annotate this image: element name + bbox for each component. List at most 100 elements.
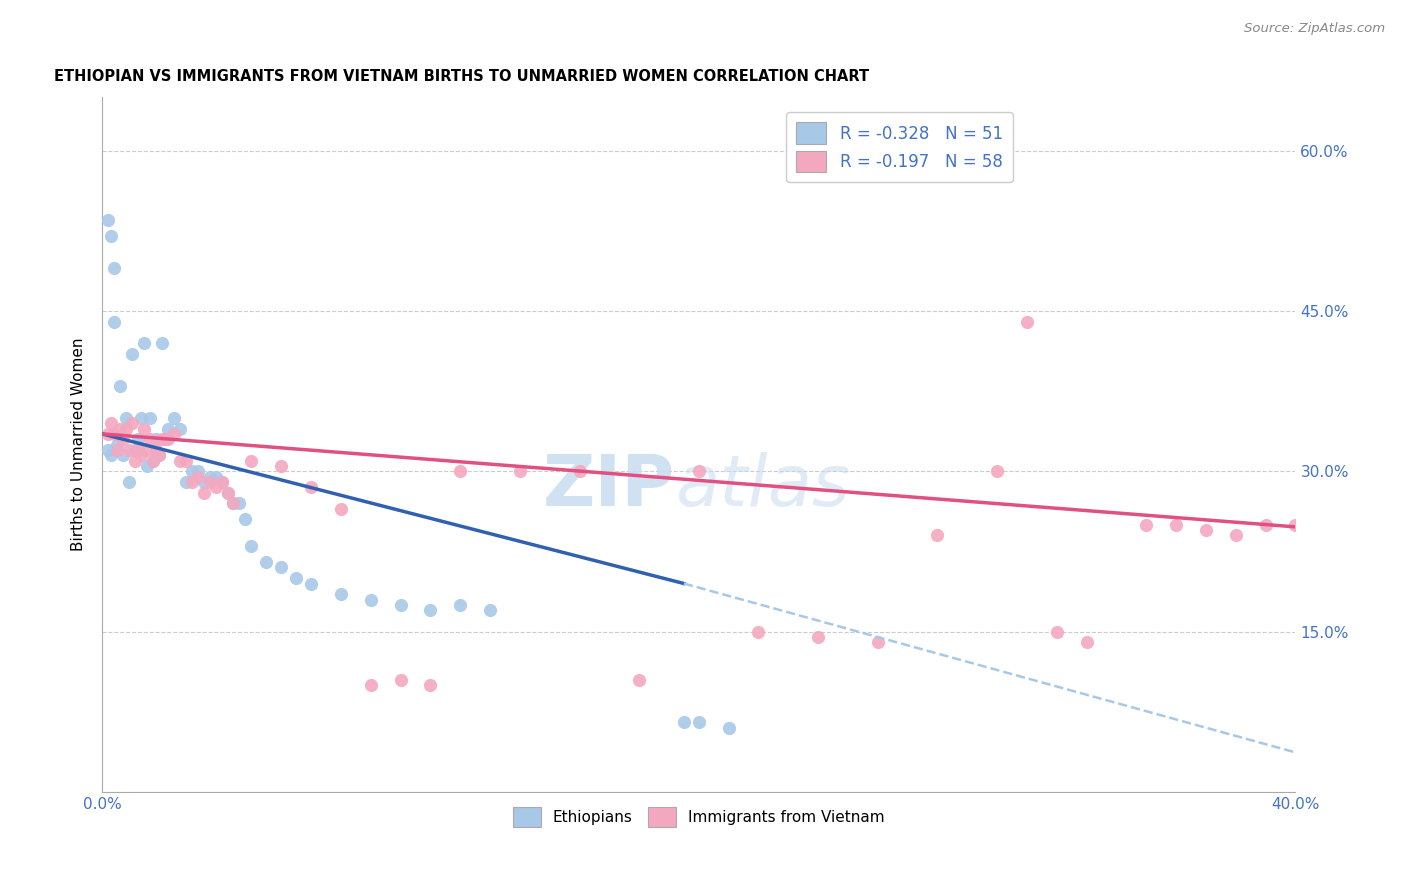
Point	[1284, 517, 1306, 532]
Point	[1166, 517, 1188, 532]
Point	[688, 715, 710, 730]
Point	[103, 315, 125, 329]
Point	[568, 464, 591, 478]
Point	[105, 437, 128, 451]
Point	[118, 442, 141, 457]
Point	[105, 442, 128, 457]
Point	[97, 213, 120, 227]
Point	[807, 630, 830, 644]
Point	[136, 458, 159, 473]
Point	[1135, 517, 1157, 532]
Point	[103, 261, 125, 276]
Point	[389, 598, 412, 612]
Point	[145, 432, 167, 446]
Point	[97, 442, 120, 457]
Point	[419, 603, 441, 617]
Point	[449, 598, 471, 612]
Point	[136, 442, 159, 457]
Legend: Ethiopians, Immigrants from Vietnam: Ethiopians, Immigrants from Vietnam	[508, 801, 890, 833]
Point	[927, 528, 949, 542]
Point	[124, 442, 146, 457]
Point	[148, 448, 170, 462]
Point	[479, 603, 502, 617]
Point	[121, 347, 143, 361]
Point	[299, 480, 322, 494]
Point	[112, 448, 135, 462]
Point	[688, 464, 710, 478]
Point	[100, 229, 122, 244]
Point	[866, 635, 889, 649]
Point	[112, 432, 135, 446]
Point	[217, 485, 239, 500]
Point	[211, 475, 233, 489]
Point	[285, 571, 308, 585]
Point	[163, 410, 186, 425]
Point	[169, 453, 191, 467]
Point	[1225, 528, 1247, 542]
Point	[129, 410, 152, 425]
Point	[1076, 635, 1098, 649]
Y-axis label: Births to Unmarried Women: Births to Unmarried Women	[72, 338, 86, 551]
Point	[127, 442, 149, 457]
Text: Source: ZipAtlas.com: Source: ZipAtlas.com	[1244, 22, 1385, 36]
Point	[329, 587, 352, 601]
Point	[174, 475, 197, 489]
Point	[235, 512, 257, 526]
Point	[148, 448, 170, 462]
Point	[270, 458, 292, 473]
Point	[100, 448, 122, 462]
Point	[1195, 523, 1218, 537]
Point	[360, 678, 382, 692]
Point	[509, 464, 531, 478]
Point	[156, 421, 179, 435]
Point	[115, 410, 138, 425]
Point	[628, 673, 651, 687]
Text: ETHIOPIAN VS IMMIGRANTS FROM VIETNAM BIRTHS TO UNMARRIED WOMEN CORRELATION CHART: ETHIOPIAN VS IMMIGRANTS FROM VIETNAM BIR…	[55, 69, 869, 84]
Point	[103, 426, 125, 441]
Point	[180, 464, 202, 478]
Point	[150, 336, 173, 351]
Point	[217, 485, 239, 500]
Point	[187, 469, 209, 483]
Point	[97, 426, 120, 441]
Point	[986, 464, 1008, 478]
Point	[180, 475, 202, 489]
Point	[198, 475, 221, 489]
Point	[108, 421, 131, 435]
Point	[142, 453, 165, 467]
Point	[211, 475, 233, 489]
Point	[132, 421, 155, 435]
Point	[142, 453, 165, 467]
Point	[118, 475, 141, 489]
Point	[1046, 624, 1069, 639]
Point	[139, 410, 162, 425]
Point	[153, 432, 176, 446]
Point	[222, 496, 245, 510]
Point	[121, 416, 143, 430]
Point	[329, 501, 352, 516]
Point	[254, 555, 277, 569]
Point	[270, 560, 292, 574]
Point	[139, 432, 162, 446]
Point	[449, 464, 471, 478]
Point	[100, 416, 122, 430]
Point	[127, 432, 149, 446]
Point	[174, 453, 197, 467]
Point	[163, 426, 186, 441]
Point	[193, 475, 215, 489]
Text: ZIP: ZIP	[543, 451, 675, 521]
Point	[1254, 517, 1277, 532]
Point	[145, 442, 167, 457]
Point	[153, 432, 176, 446]
Point	[169, 421, 191, 435]
Point	[228, 496, 250, 510]
Point	[222, 496, 245, 510]
Point	[115, 421, 138, 435]
Point	[124, 453, 146, 467]
Point	[672, 715, 695, 730]
Point	[187, 464, 209, 478]
Point	[193, 485, 215, 500]
Text: atlas: atlas	[675, 451, 849, 521]
Point	[747, 624, 769, 639]
Point	[132, 336, 155, 351]
